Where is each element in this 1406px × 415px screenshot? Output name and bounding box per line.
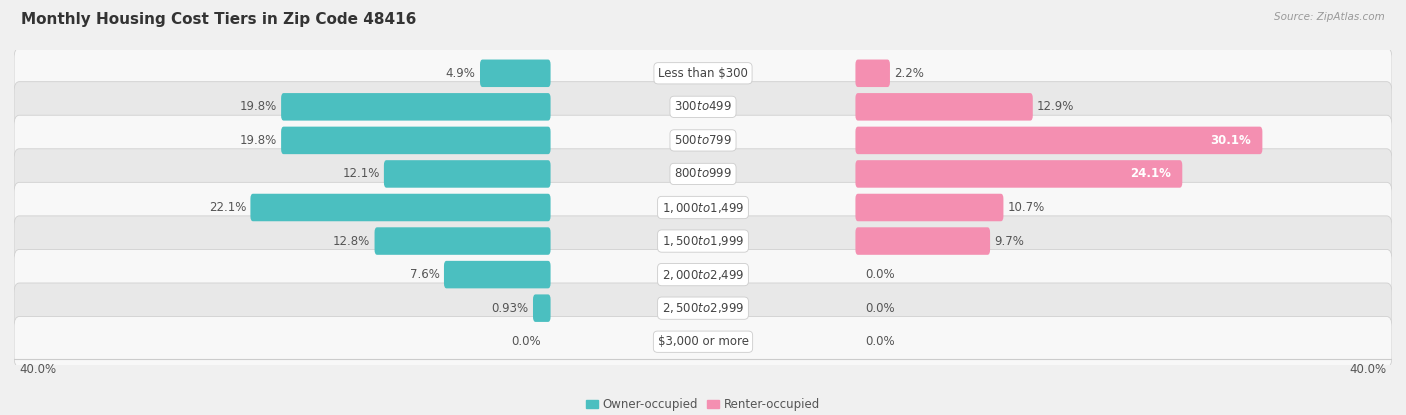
Text: Monthly Housing Cost Tiers in Zip Code 48416: Monthly Housing Cost Tiers in Zip Code 4…: [21, 12, 416, 27]
Text: 12.1%: 12.1%: [342, 167, 380, 181]
Text: $1,000 to $1,499: $1,000 to $1,499: [662, 200, 744, 215]
FancyBboxPatch shape: [855, 59, 890, 87]
FancyBboxPatch shape: [14, 82, 1392, 132]
Text: 12.9%: 12.9%: [1038, 100, 1074, 113]
Text: $800 to $999: $800 to $999: [673, 167, 733, 181]
Text: 40.0%: 40.0%: [1350, 363, 1386, 376]
Text: 0.0%: 0.0%: [865, 302, 894, 315]
Text: Source: ZipAtlas.com: Source: ZipAtlas.com: [1274, 12, 1385, 22]
Text: $2,000 to $2,499: $2,000 to $2,499: [662, 268, 744, 282]
Text: Less than $300: Less than $300: [658, 67, 748, 80]
FancyBboxPatch shape: [855, 160, 1182, 188]
FancyBboxPatch shape: [14, 317, 1392, 367]
FancyBboxPatch shape: [14, 249, 1392, 300]
FancyBboxPatch shape: [444, 261, 551, 288]
Text: 12.8%: 12.8%: [333, 234, 370, 248]
Text: $1,500 to $1,999: $1,500 to $1,999: [662, 234, 744, 248]
FancyBboxPatch shape: [281, 127, 551, 154]
Text: 19.8%: 19.8%: [239, 100, 277, 113]
FancyBboxPatch shape: [479, 59, 551, 87]
Text: $300 to $499: $300 to $499: [673, 100, 733, 113]
FancyBboxPatch shape: [250, 194, 551, 221]
FancyBboxPatch shape: [374, 227, 551, 255]
Legend: Owner-occupied, Renter-occupied: Owner-occupied, Renter-occupied: [581, 393, 825, 415]
Text: 9.7%: 9.7%: [994, 234, 1024, 248]
FancyBboxPatch shape: [14, 182, 1392, 233]
FancyBboxPatch shape: [384, 160, 551, 188]
FancyBboxPatch shape: [14, 216, 1392, 266]
Text: 7.6%: 7.6%: [409, 268, 440, 281]
FancyBboxPatch shape: [14, 283, 1392, 333]
Text: 10.7%: 10.7%: [1008, 201, 1045, 214]
FancyBboxPatch shape: [14, 48, 1392, 98]
FancyBboxPatch shape: [14, 149, 1392, 199]
FancyBboxPatch shape: [855, 194, 1004, 221]
FancyBboxPatch shape: [855, 227, 990, 255]
Text: $500 to $799: $500 to $799: [673, 134, 733, 147]
FancyBboxPatch shape: [855, 93, 1033, 121]
FancyBboxPatch shape: [855, 127, 1263, 154]
Text: 19.8%: 19.8%: [239, 134, 277, 147]
Text: 0.0%: 0.0%: [865, 335, 894, 348]
Text: 2.2%: 2.2%: [894, 67, 924, 80]
Text: 22.1%: 22.1%: [208, 201, 246, 214]
Text: 40.0%: 40.0%: [20, 363, 56, 376]
Text: $3,000 or more: $3,000 or more: [658, 335, 748, 348]
Text: 0.93%: 0.93%: [492, 302, 529, 315]
Text: 4.9%: 4.9%: [446, 67, 475, 80]
Text: 30.1%: 30.1%: [1211, 134, 1251, 147]
Text: 0.0%: 0.0%: [865, 268, 894, 281]
Text: 24.1%: 24.1%: [1130, 167, 1171, 181]
FancyBboxPatch shape: [14, 115, 1392, 166]
FancyBboxPatch shape: [533, 294, 551, 322]
FancyBboxPatch shape: [281, 93, 551, 121]
Text: $2,500 to $2,999: $2,500 to $2,999: [662, 301, 744, 315]
Text: 0.0%: 0.0%: [512, 335, 541, 348]
